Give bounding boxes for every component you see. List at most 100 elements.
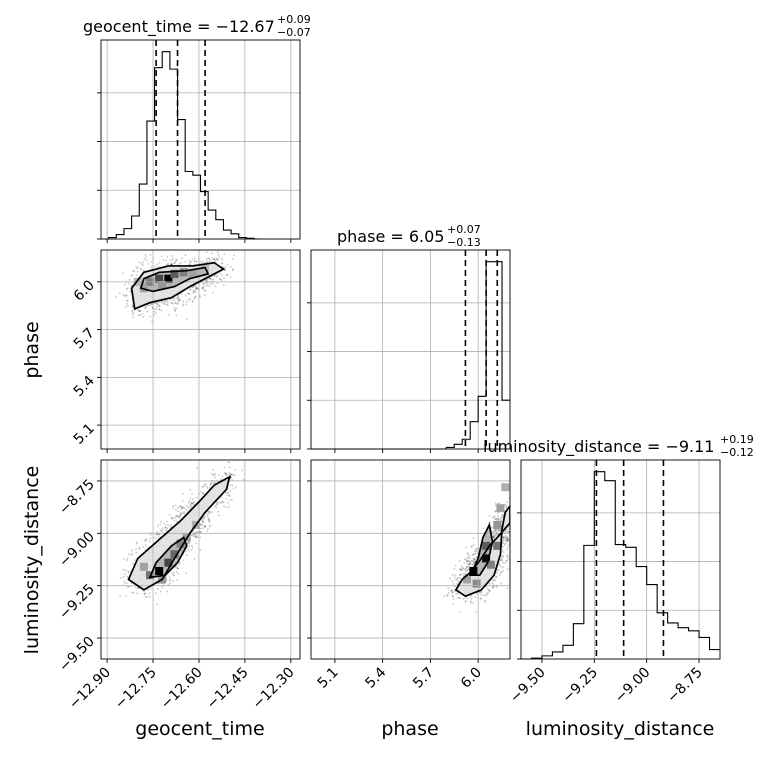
sample-point [492, 535, 494, 538]
sample-point [475, 548, 478, 551]
sample-point [225, 274, 228, 276]
sample-point [204, 483, 207, 485]
sample-point [452, 598, 455, 601]
sample-point [169, 582, 172, 584]
sample-point [222, 284, 225, 287]
sample-point [515, 515, 517, 517]
sample-point [500, 557, 503, 560]
sample-point [178, 262, 181, 265]
sample-point [466, 565, 468, 568]
sample-point [149, 533, 152, 536]
xtick-label-luminosity-distance: −9.25 [559, 665, 601, 707]
title-luminosity-distance-plus: +0.19 [720, 433, 754, 446]
sample-point [176, 567, 179, 570]
sample-point [505, 548, 508, 551]
sample-point [497, 529, 500, 532]
sample-point [472, 537, 475, 540]
sample-point [178, 515, 181, 518]
sample-point [158, 533, 161, 536]
xtick-label-luminosity-distance: −9.00 [612, 665, 654, 707]
sample-point [494, 579, 496, 581]
sample-point [217, 501, 220, 504]
sample-point [504, 542, 507, 545]
sample-point [158, 309, 161, 311]
sample-point [473, 559, 476, 562]
sample-point [227, 492, 230, 494]
sample-point [505, 505, 508, 508]
sample-point [218, 256, 221, 259]
sample-point [462, 597, 465, 600]
sample-point [511, 514, 513, 516]
sample-point [230, 473, 233, 476]
density-cell [482, 554, 491, 563]
sample-point [164, 526, 167, 529]
sample-point [177, 302, 179, 305]
sample-point [497, 515, 500, 518]
sample-point [458, 611, 461, 614]
sample-point [150, 302, 153, 305]
sample-point [194, 531, 197, 534]
sample-point [215, 501, 218, 504]
sample-point [193, 503, 196, 506]
sample-point [210, 252, 213, 255]
sample-point [506, 555, 509, 558]
sample-point [192, 290, 195, 293]
sample-point [502, 554, 505, 557]
sample-point [170, 517, 173, 520]
sample-point [144, 592, 147, 595]
sample-point [123, 580, 126, 583]
sample-point [213, 258, 216, 261]
sample-point [179, 514, 182, 517]
sample-point [202, 492, 205, 495]
sample-point [512, 522, 514, 524]
sample-point [217, 254, 220, 257]
sample-point [182, 492, 184, 495]
sample-point [471, 563, 474, 566]
sample-point [122, 294, 125, 296]
sample-point [212, 482, 215, 484]
sample-point [130, 549, 133, 552]
sample-point [170, 243, 172, 245]
sample-point [187, 506, 190, 509]
sample-point [464, 557, 466, 560]
density-cell [170, 550, 179, 559]
sample-point [497, 529, 500, 532]
sample-point [127, 570, 130, 573]
sample-point [501, 549, 504, 552]
sample-point [499, 559, 502, 562]
sample-point [202, 286, 204, 289]
sample-point [517, 503, 519, 505]
sample-point [144, 544, 147, 546]
sample-point [206, 281, 209, 284]
sample-point [462, 567, 465, 570]
sample-point [495, 576, 498, 579]
sample-point [154, 265, 157, 268]
sample-point [148, 540, 151, 543]
sample-point [228, 461, 231, 464]
sample-point [151, 303, 153, 306]
sample-point [185, 505, 188, 507]
sample-point [191, 300, 194, 303]
sample-point [226, 273, 229, 276]
sample-point [169, 579, 171, 582]
xlabel-phase: phase [381, 718, 438, 740]
sample-point [174, 309, 177, 312]
sample-point [182, 303, 185, 306]
sample-point [209, 282, 212, 285]
sample-point [488, 515, 491, 517]
sample-point [199, 531, 202, 533]
sample-point [209, 524, 212, 527]
sample-point [179, 511, 182, 514]
histogram-layer [101, 40, 720, 660]
sample-point [506, 538, 509, 540]
sample-point [514, 513, 516, 515]
sample-point [511, 532, 513, 534]
sample-point [233, 474, 236, 477]
ylabel-phase: phase [21, 321, 43, 378]
sample-point [456, 579, 459, 582]
sample-point [202, 260, 204, 263]
sample-point [473, 557, 476, 560]
sample-point [149, 253, 152, 256]
sample-point [512, 518, 514, 520]
sample-point [209, 277, 212, 280]
